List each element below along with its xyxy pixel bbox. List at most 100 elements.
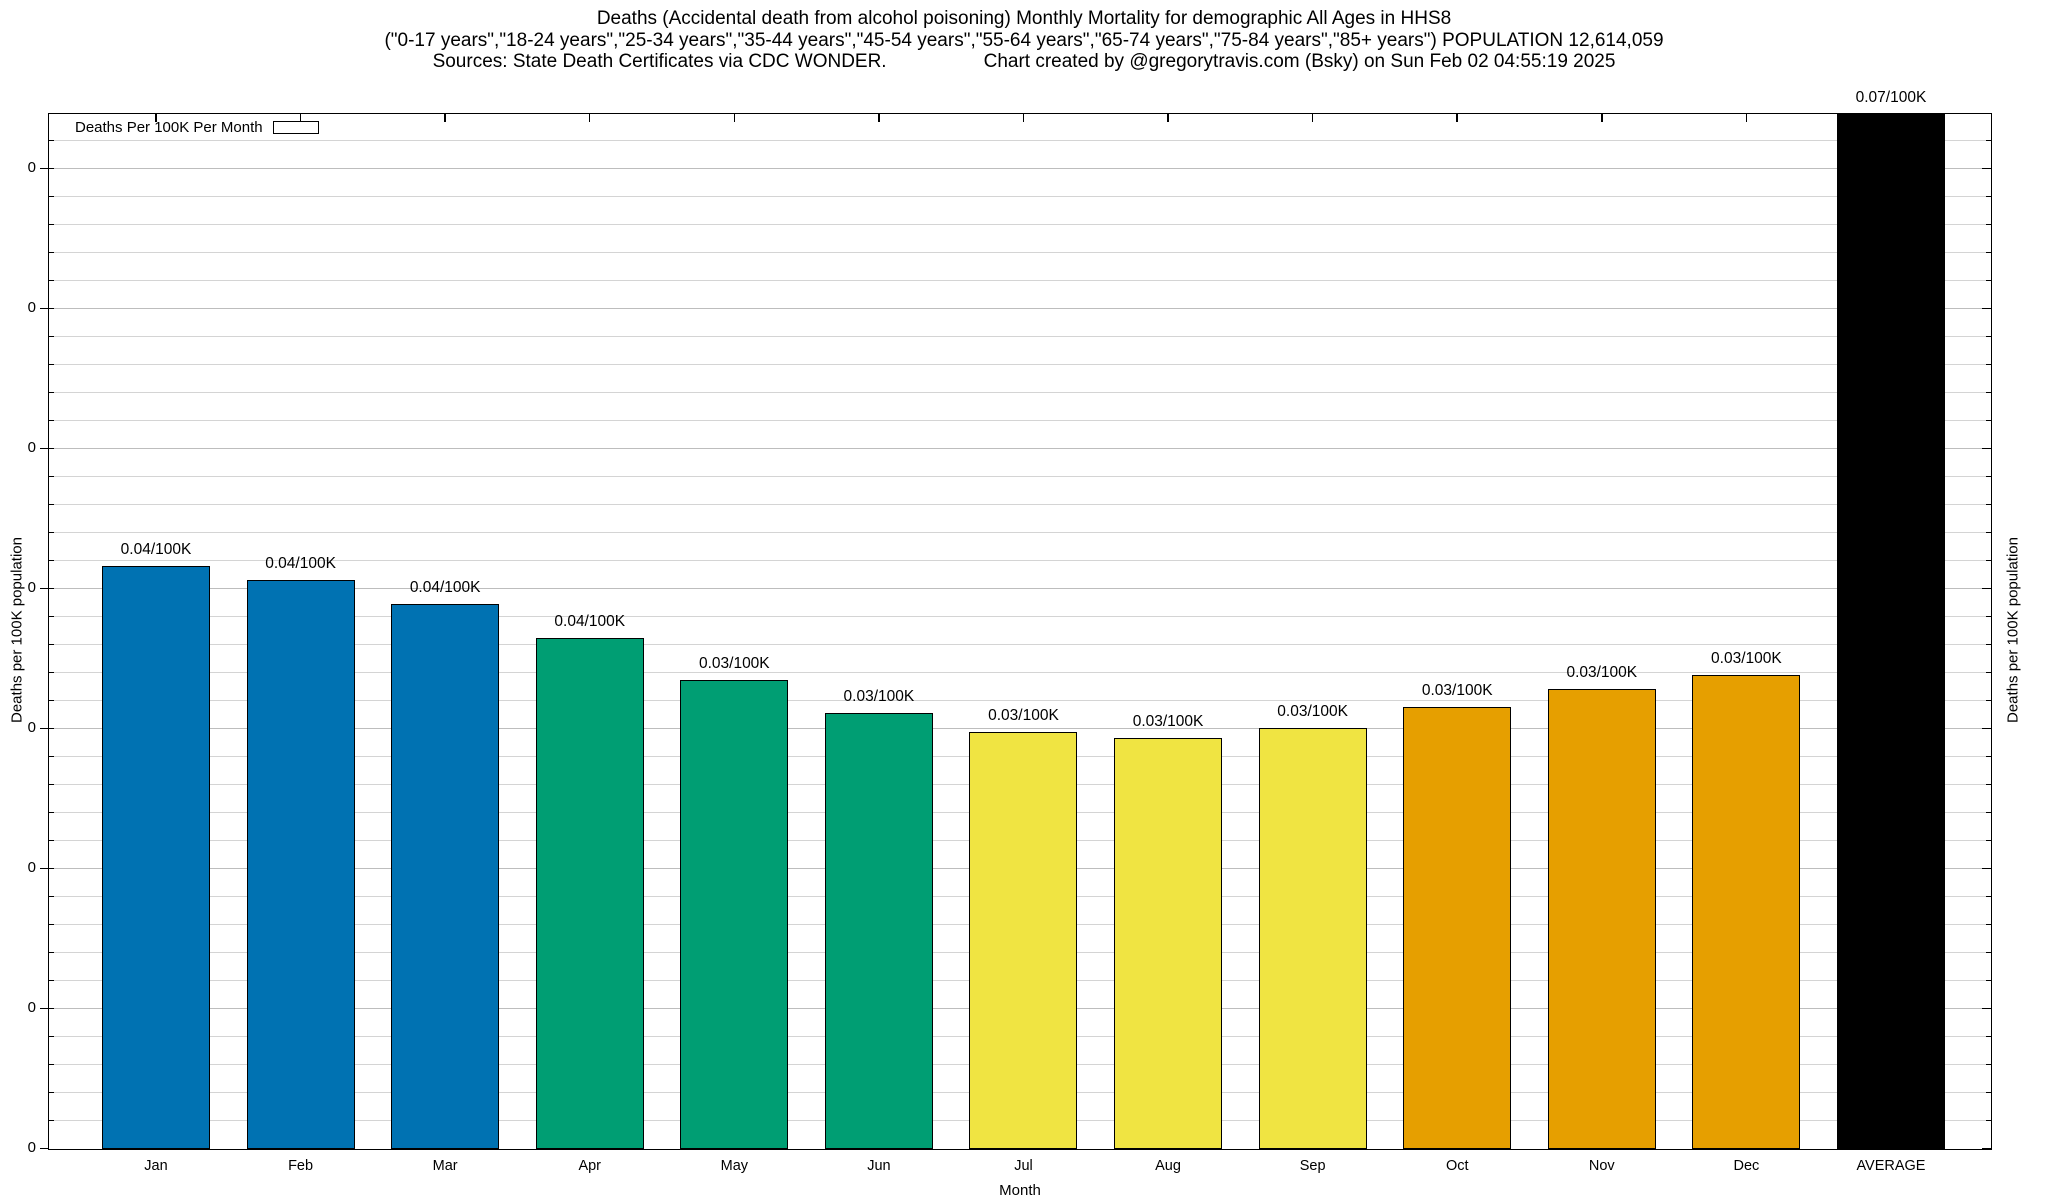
y-minor-tick-left	[49, 727, 54, 729]
y-axis-label-right: Deaths per 100K population	[2004, 537, 2022, 723]
y-minor-tick-right	[1986, 139, 1991, 141]
y-major-tick-right	[1982, 1147, 1991, 1149]
y-major-tick-right	[1982, 867, 1991, 869]
y-minor-tick-left	[49, 839, 54, 841]
bar-value-label: 0.03/100K	[1132, 713, 1204, 730]
y-minor-tick-right	[1986, 615, 1991, 617]
bar-value-label: 0.03/100K	[1566, 664, 1638, 681]
y-minor-tick-right	[1986, 391, 1991, 393]
bar-value-label: 0.07/100K	[1855, 89, 1927, 106]
y-minor-tick-left	[49, 195, 54, 197]
legend-label: Deaths Per 100K Per Month	[75, 119, 263, 136]
bar	[1836, 114, 1945, 1149]
bar-value-label: 0.04/100K	[409, 579, 481, 596]
y-minor-tick-left	[49, 363, 54, 365]
y-minor-tick-left	[49, 559, 54, 561]
x-tick-label: Sep	[1299, 1158, 1326, 1174]
y-major-tick-left	[40, 167, 49, 169]
y-minor-tick-right	[1986, 671, 1991, 673]
y-minor-tick-right	[1986, 335, 1991, 337]
bar	[246, 580, 355, 1149]
y-minor-tick-left	[49, 755, 54, 757]
y-minor-tick-left	[49, 587, 54, 589]
bar	[1258, 728, 1367, 1149]
minor-gridline	[49, 476, 1991, 477]
y-minor-tick-right	[1986, 783, 1991, 785]
y-major-tick-right	[1982, 447, 1991, 449]
x-top-tick	[1167, 114, 1169, 122]
y-minor-tick-right	[1986, 251, 1991, 253]
y-minor-tick-left	[49, 615, 54, 617]
y-major-tick-left	[40, 727, 49, 729]
bar	[1547, 689, 1656, 1149]
bar	[535, 638, 644, 1149]
y-minor-tick-right	[1986, 923, 1991, 925]
y-minor-tick-left	[49, 867, 54, 869]
x-tick-label: Jun	[867, 1158, 891, 1174]
y-minor-tick-right	[1986, 531, 1991, 533]
bar	[1114, 738, 1223, 1149]
y-minor-tick-left	[49, 923, 54, 925]
y-minor-tick-right	[1986, 559, 1991, 561]
y-tick-label: 0	[27, 439, 36, 456]
chart-title-line2: ("0-17 years","18-24 years","25-34 years…	[384, 29, 1664, 51]
y-minor-tick-left	[49, 279, 54, 281]
y-minor-tick-right	[1986, 475, 1991, 477]
y-tick-label: 0	[27, 579, 36, 596]
major-gridline	[49, 728, 1991, 729]
y-minor-tick-left	[49, 1007, 54, 1009]
y-major-tick-right	[1982, 307, 1991, 309]
major-gridline	[49, 588, 1991, 589]
minor-gridline	[49, 700, 1991, 701]
y-minor-tick-left	[49, 1035, 54, 1037]
y-minor-tick-left	[49, 335, 54, 337]
y-minor-tick-left	[49, 1091, 54, 1093]
y-tick-label: 0	[27, 159, 36, 176]
minor-gridline	[49, 280, 1991, 281]
y-minor-tick-right	[1986, 419, 1991, 421]
minor-gridline	[49, 336, 1991, 337]
x-tick-label: Feb	[288, 1158, 314, 1174]
minor-gridline	[49, 560, 1991, 561]
y-axis-label-left: Deaths per 100K population	[8, 537, 26, 723]
x-axis-label: Month	[999, 1182, 1041, 1199]
y-minor-tick-right	[1986, 643, 1991, 645]
bar-value-label: 0.03/100K	[1421, 682, 1493, 699]
x-tick-label: AVERAGE	[1856, 1158, 1926, 1174]
minor-gridline	[49, 196, 1991, 197]
x-top-tick	[444, 114, 446, 122]
x-tick-label: Oct	[1445, 1158, 1469, 1174]
y-major-tick-right	[1982, 1007, 1991, 1009]
x-tick-label: May	[720, 1158, 749, 1174]
minor-gridline	[49, 420, 1991, 421]
bar	[680, 680, 789, 1149]
bar-value-label: 0.04/100K	[265, 555, 336, 572]
bar-value-label: 0.03/100K	[988, 707, 1059, 724]
y-tick-label: 0	[27, 999, 36, 1016]
y-minor-tick-right	[1986, 699, 1991, 701]
y-minor-tick-right	[1986, 811, 1991, 813]
y-major-tick-right	[1982, 167, 1991, 169]
x-top-tick	[1311, 114, 1314, 122]
chart-title-block: Deaths (Accidental death from alcohol po…	[0, 8, 2048, 73]
minor-gridline	[49, 392, 1991, 393]
y-minor-tick-right	[1986, 1091, 1991, 1093]
bar-value-label: 0.03/100K	[843, 688, 915, 705]
minor-gridline	[49, 252, 1991, 253]
y-major-tick-right	[1982, 727, 1991, 729]
x-tick-label: Aug	[1155, 1158, 1181, 1174]
y-minor-tick-left	[49, 475, 54, 477]
bar	[1692, 675, 1801, 1149]
x-tick-label: Nov	[1588, 1158, 1615, 1174]
minor-gridline	[49, 224, 1991, 225]
bar-value-label: 0.04/100K	[120, 541, 192, 558]
bar-value-label: 0.04/100K	[554, 613, 626, 630]
y-minor-tick-left	[49, 979, 54, 981]
y-minor-tick-right	[1986, 1035, 1991, 1037]
minor-gridline	[49, 140, 1991, 141]
bar-value-label: 0.03/100K	[1711, 650, 1782, 667]
minor-gridline	[49, 672, 1991, 673]
y-tick-label: 0	[27, 1139, 36, 1156]
chart-title-line1: Deaths (Accidental death from alcohol po…	[596, 8, 1452, 29]
